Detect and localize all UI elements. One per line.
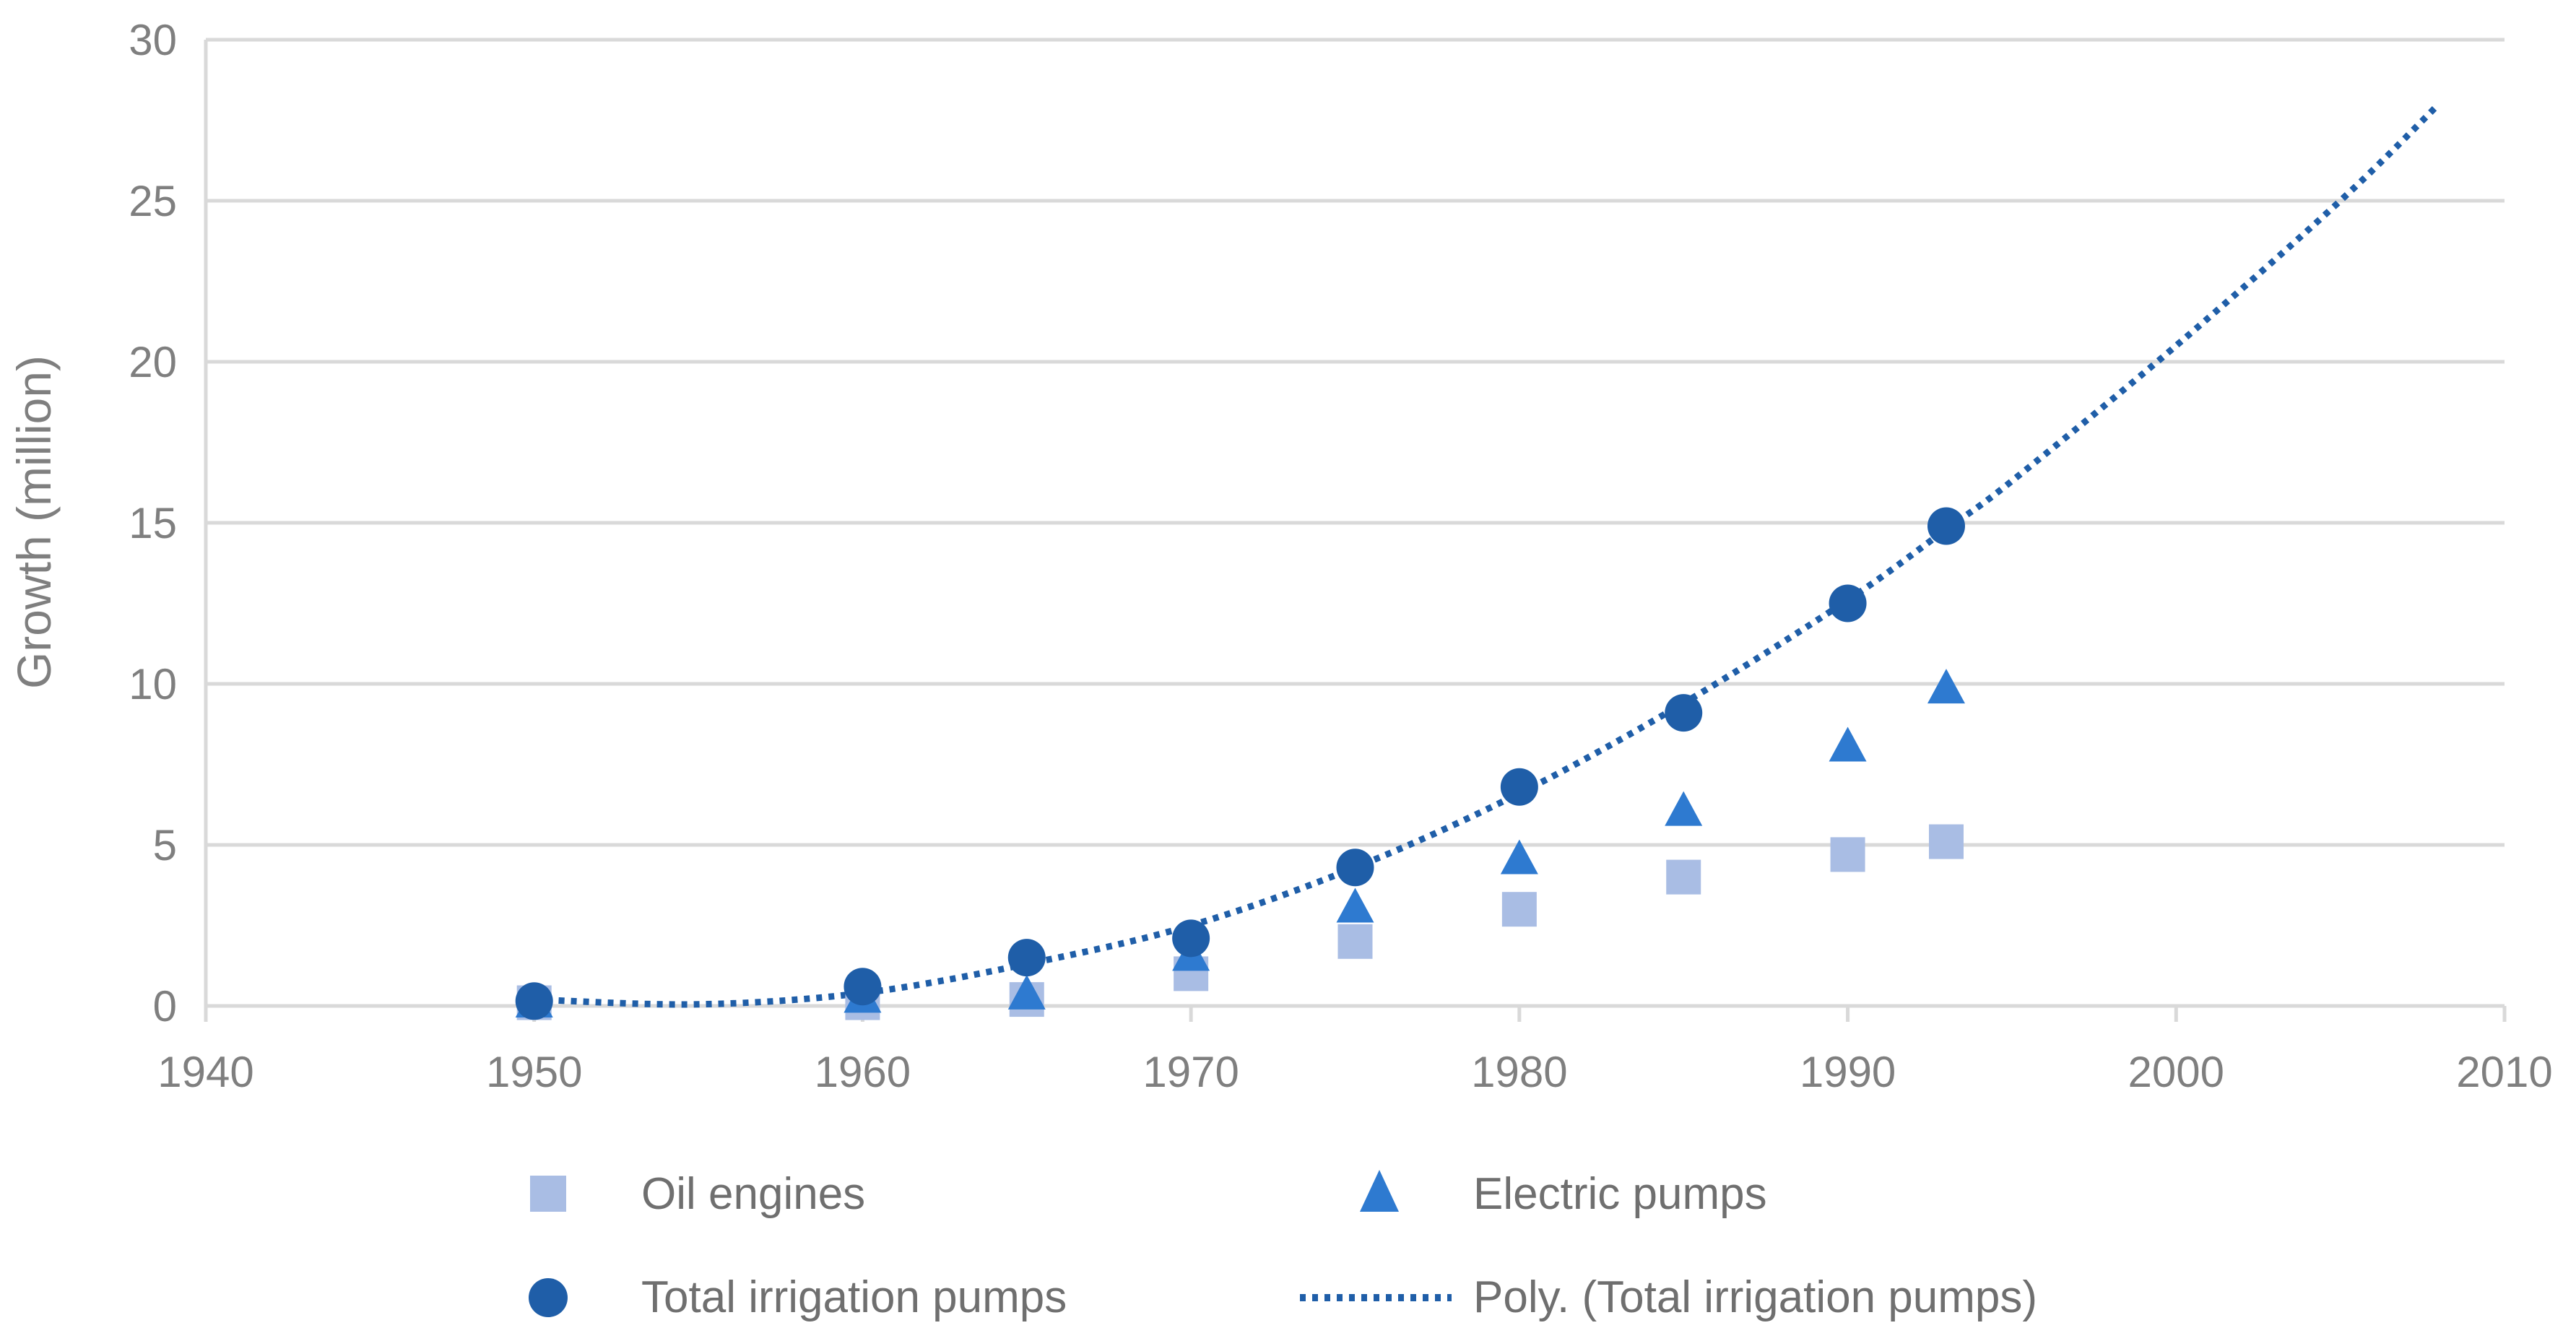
y-tick-labels: 0 5 10 15 20 25 30 bbox=[129, 16, 177, 1030]
series-total-irrigation-pumps bbox=[515, 507, 1965, 1020]
legend-item-total-irrigation-pumps: Total irrigation pumps bbox=[529, 1272, 1067, 1322]
legend-item-electric-pumps: Electric pumps bbox=[1360, 1169, 1767, 1219]
point-total-irrigation-pumps-1993 bbox=[1927, 507, 1965, 545]
trendline-poly-total-irrigation-pumps bbox=[534, 101, 2442, 1008]
point-total-irrigation-pumps-1965 bbox=[1007, 939, 1046, 977]
x-tick-label-1960: 1960 bbox=[815, 1048, 911, 1096]
legend-square-marker bbox=[530, 1176, 566, 1212]
x-tick-label-2010: 2010 bbox=[2456, 1048, 2552, 1096]
y-tick-label-5: 5 bbox=[153, 821, 177, 869]
point-electric-pumps-1980 bbox=[1500, 839, 1538, 875]
x-tick-label-1950: 1950 bbox=[486, 1048, 582, 1096]
legend-item-poly-trendline: Poly. (Total irrigation pumps) bbox=[1300, 1272, 2037, 1322]
point-oil-engines-1993 bbox=[1928, 824, 1964, 859]
x-tick-label-2000: 2000 bbox=[2128, 1048, 2224, 1096]
point-oil-engines-1980 bbox=[1501, 892, 1537, 927]
point-electric-pumps-1985 bbox=[1665, 791, 1703, 826]
x-tick-labels: 1940 1950 1960 1970 1980 1990 2000 2010 bbox=[157, 1048, 2552, 1096]
point-electric-pumps-1993 bbox=[1927, 669, 1965, 704]
point-oil-engines-1975 bbox=[1337, 924, 1373, 959]
y-tick-label-0: 0 bbox=[153, 982, 177, 1030]
gridlines bbox=[206, 38, 2505, 847]
legend-triangle-marker bbox=[1360, 1170, 1399, 1212]
data-marks bbox=[515, 507, 1965, 1020]
x-tick-label-1970: 1970 bbox=[1142, 1048, 1239, 1096]
point-total-irrigation-pumps-1975 bbox=[1336, 849, 1374, 887]
y-tick-label-10: 10 bbox=[129, 660, 177, 708]
point-total-irrigation-pumps-1960 bbox=[844, 968, 882, 1006]
y-axis-title: Growth (million) bbox=[7, 355, 61, 689]
point-total-irrigation-pumps-1985 bbox=[1665, 694, 1703, 732]
point-total-irrigation-pumps-1990 bbox=[1829, 584, 1867, 622]
axes bbox=[204, 40, 2507, 1022]
point-total-irrigation-pumps-1980 bbox=[1500, 768, 1538, 806]
point-oil-engines-1990 bbox=[1830, 837, 1865, 872]
y-tick-label-25: 25 bbox=[129, 177, 177, 225]
point-electric-pumps-1975 bbox=[1336, 888, 1374, 923]
legend-label-electric-pumps: Electric pumps bbox=[1473, 1169, 1767, 1219]
legend: Oil engines Electric pumps Total irrigat… bbox=[529, 1169, 2037, 1322]
series-oil-engines bbox=[516, 824, 1964, 1020]
y-tick-label-15: 15 bbox=[129, 499, 177, 547]
trendline-group bbox=[534, 101, 2442, 1008]
x-tick-label-1990: 1990 bbox=[1800, 1048, 1896, 1096]
legend-item-oil-engines: Oil engines bbox=[530, 1169, 865, 1219]
x-tick-label-1980: 1980 bbox=[1471, 1048, 1567, 1096]
point-oil-engines-1985 bbox=[1666, 859, 1701, 895]
y-tick-label-30: 30 bbox=[129, 16, 177, 64]
legend-label-total-irrigation-pumps: Total irrigation pumps bbox=[641, 1272, 1067, 1322]
y-tick-label-20: 20 bbox=[129, 338, 177, 386]
legend-label-poly-trendline: Poly. (Total irrigation pumps) bbox=[1473, 1272, 2037, 1322]
point-electric-pumps-1965 bbox=[1007, 974, 1046, 1010]
point-total-irrigation-pumps-1950 bbox=[515, 982, 553, 1020]
x-tick-label-1940: 1940 bbox=[157, 1048, 253, 1096]
legend-circle-marker bbox=[529, 1278, 568, 1317]
point-total-irrigation-pumps-1970 bbox=[1172, 919, 1210, 958]
point-electric-pumps-1990 bbox=[1829, 726, 1867, 762]
legend-label-oil-engines: Oil engines bbox=[641, 1169, 865, 1219]
